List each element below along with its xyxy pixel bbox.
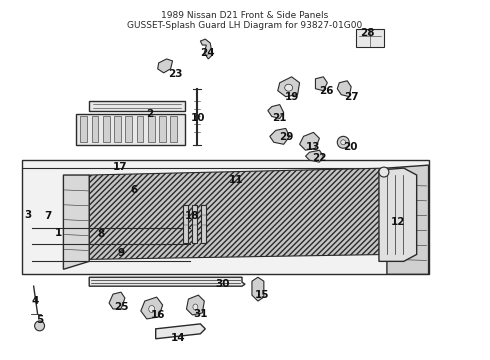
Bar [22, 160, 429, 274]
Bar [356, 29, 384, 47]
Bar [114, 117, 121, 142]
Ellipse shape [379, 167, 389, 177]
Polygon shape [252, 277, 264, 301]
Polygon shape [158, 59, 172, 73]
Bar [80, 117, 87, 142]
Text: 15: 15 [255, 290, 269, 300]
Text: 11: 11 [229, 175, 244, 185]
Text: 13: 13 [306, 142, 321, 152]
Text: 5: 5 [36, 315, 43, 325]
Polygon shape [89, 277, 245, 286]
Bar [103, 117, 110, 142]
Text: 16: 16 [150, 310, 165, 320]
Text: 2: 2 [146, 108, 153, 118]
Text: 9: 9 [118, 248, 124, 258]
Ellipse shape [341, 140, 346, 145]
Text: 3: 3 [24, 210, 31, 220]
Text: 31: 31 [193, 309, 208, 319]
Text: 30: 30 [215, 279, 229, 289]
Text: 29: 29 [279, 132, 294, 142]
Polygon shape [89, 168, 409, 260]
Text: 1: 1 [55, 228, 62, 238]
Text: 21: 21 [272, 113, 287, 123]
Bar [193, 205, 197, 243]
Polygon shape [63, 175, 89, 269]
Text: 22: 22 [312, 153, 327, 163]
Ellipse shape [35, 321, 45, 331]
Ellipse shape [149, 306, 155, 312]
FancyBboxPatch shape [76, 113, 185, 145]
Text: 1989 Nissan D21 Front & Side Panels
GUSSET-Splash Guard LH Diagram for 93827-01G: 1989 Nissan D21 Front & Side Panels GUSS… [127, 11, 363, 30]
Bar [92, 117, 98, 142]
Polygon shape [379, 168, 416, 261]
Polygon shape [187, 295, 204, 315]
Text: 20: 20 [343, 142, 357, 152]
Polygon shape [306, 150, 323, 162]
Polygon shape [278, 77, 299, 96]
Text: 14: 14 [171, 333, 186, 343]
Text: 17: 17 [113, 162, 127, 172]
Text: 19: 19 [285, 92, 299, 102]
Text: 28: 28 [360, 28, 374, 38]
Text: 24: 24 [200, 48, 215, 58]
Bar [137, 117, 144, 142]
Text: 6: 6 [130, 185, 138, 195]
Bar [148, 117, 155, 142]
Text: 18: 18 [185, 211, 199, 221]
Text: 4: 4 [32, 296, 39, 306]
Text: 12: 12 [391, 217, 405, 227]
Polygon shape [109, 292, 125, 309]
Ellipse shape [285, 84, 293, 91]
Ellipse shape [193, 304, 198, 310]
Bar [201, 205, 206, 243]
Bar [170, 117, 177, 142]
Text: 26: 26 [319, 86, 334, 96]
Polygon shape [299, 132, 319, 150]
Polygon shape [156, 324, 205, 339]
Text: 27: 27 [344, 92, 359, 102]
Polygon shape [270, 129, 290, 144]
Bar [183, 205, 189, 243]
Polygon shape [268, 105, 284, 118]
Polygon shape [337, 81, 351, 96]
Text: 10: 10 [191, 113, 206, 123]
Polygon shape [141, 297, 163, 319]
Bar [159, 117, 166, 142]
Text: 23: 23 [168, 69, 183, 79]
Polygon shape [316, 77, 327, 91]
Bar [125, 117, 132, 142]
Text: 25: 25 [114, 302, 128, 312]
Ellipse shape [337, 136, 349, 148]
Text: 8: 8 [98, 229, 105, 239]
Polygon shape [200, 39, 212, 59]
FancyBboxPatch shape [89, 100, 185, 111]
Polygon shape [387, 165, 429, 274]
Text: 7: 7 [44, 211, 51, 221]
